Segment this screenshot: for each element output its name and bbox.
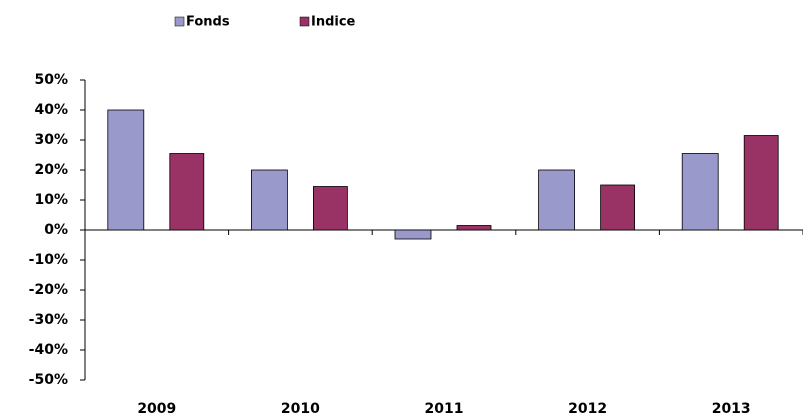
- y-tick-label: -30%: [29, 312, 68, 328]
- x-tick-label: 2012: [568, 401, 607, 417]
- y-tick-label: -20%: [29, 282, 68, 298]
- legend-swatch: [174, 16, 185, 27]
- y-tick-label: -50%: [29, 372, 68, 388]
- bar: [600, 184, 635, 231]
- y-tick-label: -10%: [29, 252, 68, 268]
- x-tick-label: 2013: [712, 401, 751, 417]
- bar: [456, 225, 492, 231]
- x-tick-label: 2010: [281, 401, 320, 417]
- x-tick-label: 2011: [425, 401, 464, 417]
- y-tick-label: 20%: [34, 162, 68, 178]
- bar: [312, 186, 348, 231]
- y-tick-label: -40%: [29, 342, 68, 358]
- bar: [394, 229, 432, 240]
- bar: [538, 169, 575, 231]
- y-tick-label: 30%: [34, 132, 68, 148]
- y-tick-label: 0%: [44, 222, 68, 238]
- y-tick-label: 50%: [34, 72, 68, 88]
- x-tick-label: 2009: [137, 401, 176, 417]
- legend-label: Indice: [311, 15, 356, 30]
- y-tick-label: 10%: [34, 192, 68, 208]
- legend-label: Fonds: [186, 15, 230, 30]
- legend-swatch: [299, 16, 310, 27]
- bar: [681, 153, 719, 231]
- bar: [169, 153, 205, 231]
- bar: [107, 109, 145, 231]
- bar: [743, 135, 779, 231]
- bar: [250, 169, 288, 231]
- y-tick-label: 40%: [34, 102, 68, 118]
